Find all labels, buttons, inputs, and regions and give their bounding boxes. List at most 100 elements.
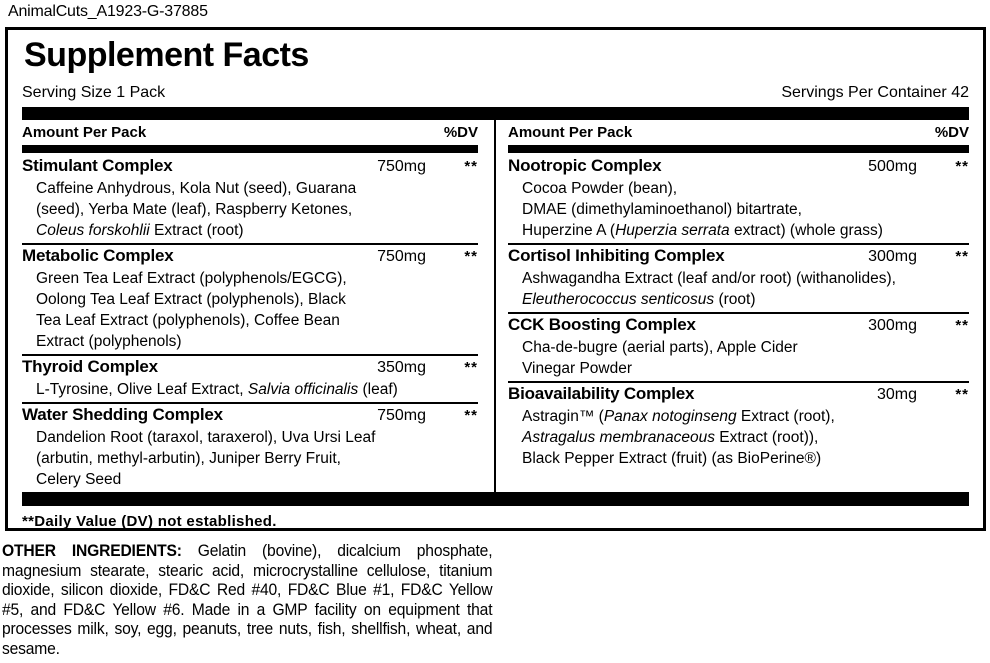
- complex-section: Thyroid Complex 350mg ** L-Tyrosine, Olive …: [22, 354, 478, 402]
- ingredient-line: Eleutherococcus senticosus (root): [522, 289, 969, 310]
- column-header: Amount Per Pack %DV: [508, 124, 969, 142]
- amount-per-pack-label: Amount Per Pack: [22, 124, 147, 141]
- complex-header-row: Stimulant Complex 750mg **: [22, 155, 478, 178]
- ingredient-text: Black Pepper Extract (fruit) (as BioPeri…: [522, 450, 822, 467]
- complex-dv-asterisks: **: [464, 248, 478, 265]
- serving-row: Serving Size 1 Pack Servings Per Contain…: [22, 83, 969, 102]
- ingredient-line: (arbutin, methyl-arbutin), Juniper Berry…: [36, 448, 478, 469]
- ingredient-line: Black Pepper Extract (fruit) (as BioPeri…: [522, 448, 969, 469]
- ingredient-text: Cha-de-bugre (aerial parts), Apple Cider: [522, 339, 798, 356]
- ingredient-line: Extract (polyphenols): [36, 331, 478, 352]
- ingredient-text: Extract (polyphenols): [36, 333, 182, 350]
- ingredient-line: (seed), Yerba Mate (leaf), Raspberry Ket…: [36, 199, 478, 220]
- ingredient-text: Caffeine Anhydrous, Kola Nut (seed), Gua…: [36, 180, 357, 197]
- ingredient-latin-name: Astragalus membranaceous: [522, 429, 715, 446]
- servings-per-container: Servings Per Container 42: [781, 84, 969, 101]
- dv-footnote: **Daily Value (DV) not established.: [22, 513, 277, 530]
- ingredient-text: Astragin™ (: [522, 408, 604, 425]
- ingredient-text: DMAE (dimethylaminoethanol) bitartrate,: [522, 201, 802, 218]
- ingredient-line: Tea Leaf Extract (polyphenols), Coffee B…: [36, 310, 478, 331]
- facts-columns: Amount Per Pack %DV Stimulant Complex 750…: [22, 120, 969, 492]
- complex-header-row: Water Shedding Complex 750mg **: [22, 404, 478, 427]
- complex-section: CCK Boosting Complex 300mg ** Cha-de-bugre …: [508, 312, 969, 381]
- sections-right: Nootropic Complex 500mg ** Cocoa Powder (be…: [508, 155, 969, 471]
- ingredient-line: Ashwagandha Extract (leaf and/or root) (…: [522, 268, 969, 289]
- ingredient-text: L-Tyrosine, Olive Leaf Extract,: [36, 381, 248, 398]
- ingredient-text: Extract (root),: [736, 408, 835, 425]
- ingredient-text: Extract (root): [149, 222, 244, 239]
- complex-dv-asterisks: **: [955, 317, 969, 334]
- ingredient-text: Extract (root)),: [715, 429, 819, 446]
- percent-dv-label: %DV: [934, 124, 969, 141]
- complex-header-row: Nootropic Complex 500mg **: [508, 155, 969, 178]
- other-ingredients-paragraph: OTHER INGREDIENTS: Gelatin (bovine), dic…: [2, 541, 493, 658]
- complex-header-row: Cortisol Inhibiting Complex 300mg **: [508, 245, 969, 268]
- complex-section: Cortisol Inhibiting Complex 300mg ** Ashwag…: [508, 243, 969, 312]
- ingredient-text: Green Tea Leaf Extract (polyphenols/EGCG…: [36, 270, 347, 287]
- complex-name: Cortisol Inhibiting Complex: [508, 246, 725, 265]
- complex-header-row: Metabolic Complex 750mg **: [22, 245, 478, 268]
- complex-amount: 500mg: [868, 158, 917, 175]
- other-ingredients-text: Gelatin (bovine), dicalcium phosphate, m…: [2, 541, 493, 658]
- complex-amount: 750mg: [377, 158, 426, 175]
- ingredient-line: Celery Seed: [36, 469, 478, 490]
- ingredient-text: Huperzine A (: [522, 222, 616, 239]
- ingredient-latin-name: Eleutherococcus senticosus: [522, 291, 715, 308]
- supplement-facts-panel: Supplement Facts Serving Size 1 Pack Ser…: [5, 27, 986, 531]
- complex-name: Stimulant Complex: [22, 156, 173, 175]
- sections-left: Stimulant Complex 750mg ** Caffeine Anhydro…: [22, 155, 478, 492]
- complex-amount: 350mg: [377, 359, 426, 376]
- percent-dv-label: %DV: [443, 124, 478, 141]
- ingredient-line: Caffeine Anhydrous, Kola Nut (seed), Gua…: [36, 178, 478, 199]
- complex-section: Metabolic Complex 750mg ** Green Tea Leaf E…: [22, 243, 478, 354]
- ingredient-text: Oolong Tea Leaf Extract (polyphenols), B…: [36, 291, 346, 308]
- ingredient-line: L-Tyrosine, Olive Leaf Extract, Salvia o…: [36, 379, 478, 400]
- bottom-divider-bar: [22, 492, 969, 506]
- complex-amount: 300mg: [868, 248, 917, 265]
- column-divider-line: [494, 120, 496, 492]
- complex-dv-asterisks: **: [464, 359, 478, 376]
- ingredient-line: DMAE (dimethylaminoethanol) bitartrate,: [522, 199, 969, 220]
- column-header-bar: [508, 145, 969, 153]
- complex-section: Stimulant Complex 750mg ** Caffeine Anhydro…: [22, 155, 478, 243]
- ingredient-line: Oolong Tea Leaf Extract (polyphenols), B…: [36, 289, 478, 310]
- complex-name: CCK Boosting Complex: [508, 315, 696, 334]
- column-header: Amount Per Pack %DV: [22, 124, 478, 142]
- column-gap: [478, 120, 494, 492]
- ingredient-text: (leaf): [358, 381, 398, 398]
- ingredient-line: Coleus forskohlii Extract (root): [36, 220, 478, 241]
- ingredient-line: Huperzine A (Huperzia serrata extract) (…: [522, 220, 969, 241]
- ingredient-text: (seed), Yerba Mate (leaf), Raspberry Ket…: [36, 201, 353, 218]
- complex-amount: 750mg: [377, 407, 426, 424]
- ingredient-text: Cocoa Powder (bean),: [522, 180, 678, 197]
- top-divider-bar: [22, 107, 969, 120]
- ingredient-text: Dandelion Root (taraxol, taraxerol), Uva…: [36, 429, 376, 446]
- complex-amount: 300mg: [868, 317, 917, 334]
- other-ingredients-label: OTHER INGREDIENTS:: [2, 541, 182, 560]
- complex-section: Nootropic Complex 500mg ** Cocoa Powder (be…: [508, 155, 969, 243]
- complex-dv-asterisks: **: [955, 248, 969, 265]
- facts-column-right: Amount Per Pack %DV Nootropic Complex 500…: [508, 120, 969, 492]
- complex-name: Water Shedding Complex: [22, 405, 223, 424]
- complex-section: Bioavailability Complex 30mg ** Astragin™ (…: [508, 381, 969, 471]
- ingredient-text: Ashwagandha Extract (leaf and/or root) (…: [522, 270, 896, 287]
- complex-name: Metabolic Complex: [22, 246, 174, 265]
- ingredient-line: Cha-de-bugre (aerial parts), Apple Cider: [522, 337, 969, 358]
- complex-dv-asterisks: **: [464, 158, 478, 175]
- panel-title: Supplement Facts: [24, 36, 309, 74]
- ingredient-line: Green Tea Leaf Extract (polyphenols/EGCG…: [36, 268, 478, 289]
- complex-amount: 30mg: [876, 386, 917, 403]
- ingredient-line: Dandelion Root (taraxol, taraxerol), Uva…: [36, 427, 478, 448]
- ingredient-latin-name: Panax notoginseng: [603, 408, 737, 425]
- ingredient-latin-name: Huperzia serrata: [615, 222, 730, 239]
- ingredient-text: Tea Leaf Extract (polyphenols), Coffee B…: [36, 312, 340, 329]
- complex-name: Thyroid Complex: [22, 357, 158, 376]
- document-title: AnimalCuts_A1923-G-37885: [8, 3, 208, 20]
- ingredient-line: Astragin™ (Panax notoginseng Extract (ro…: [522, 406, 969, 427]
- ingredient-latin-name: Coleus forskohlii: [36, 222, 150, 239]
- ingredient-line: Vinegar Powder: [522, 358, 969, 379]
- ingredient-line: Cocoa Powder (bean),: [522, 178, 969, 199]
- ingredient-text: Celery Seed: [36, 471, 122, 488]
- facts-column-left: Amount Per Pack %DV Stimulant Complex 750…: [22, 120, 478, 492]
- complex-section: Water Shedding Complex 750mg ** Dandelion R…: [22, 402, 478, 492]
